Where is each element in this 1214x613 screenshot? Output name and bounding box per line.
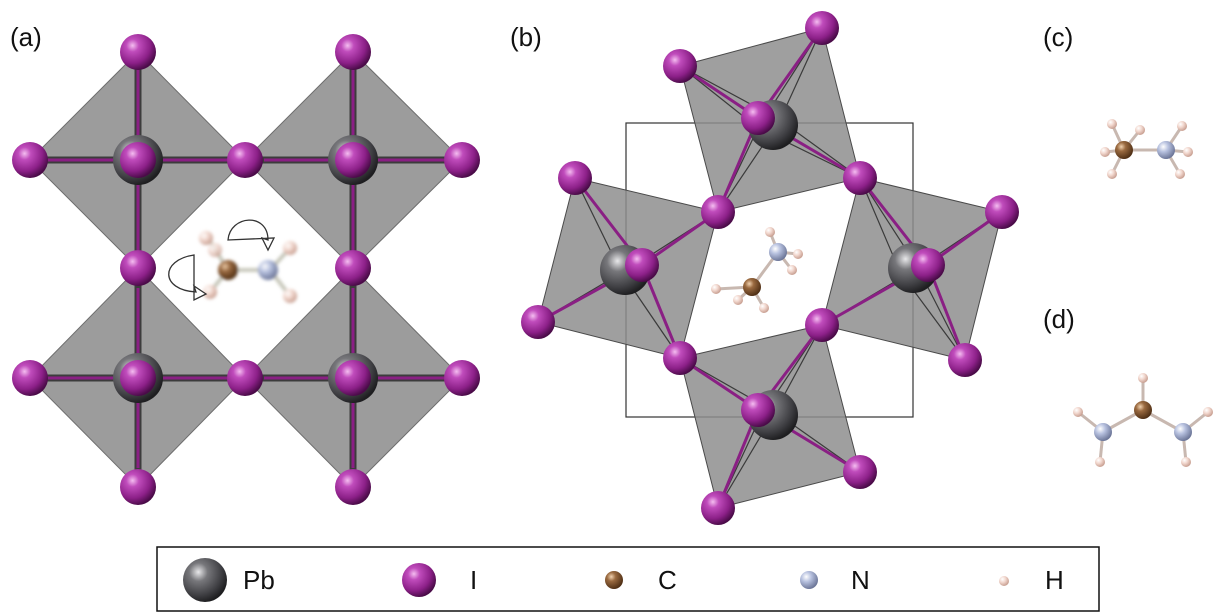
panel-label-a: (a) [10, 22, 42, 52]
nitrogen-atom-icon [800, 571, 818, 589]
iodine-atom [843, 161, 877, 195]
iodine-atom [558, 161, 592, 195]
iodine-atom [335, 360, 371, 396]
iodine-atom [663, 341, 697, 375]
legend-label-c: C [658, 565, 677, 595]
iodine-atom [663, 49, 697, 83]
iodine-atom [12, 142, 48, 178]
iodine-atom [911, 248, 945, 282]
rotating-methylammonium-molecule [199, 231, 297, 303]
iodine-atom [741, 393, 775, 427]
methylammonium-molecule [711, 227, 803, 313]
iodine-atom [444, 360, 480, 396]
iodine-atom [335, 34, 371, 70]
iodine-atom [335, 142, 371, 178]
iodine-atom [444, 142, 480, 178]
iodine-atom [335, 469, 371, 505]
iodine-atom [12, 360, 48, 396]
legend-label-n: N [851, 565, 870, 595]
iodine-atom [120, 250, 156, 286]
iodine-atom [120, 142, 156, 178]
panel-c-methylammonium [1100, 119, 1193, 179]
carbon-atom-icon [605, 571, 623, 589]
iodine-atom [227, 142, 263, 178]
panel-label-b: (b) [510, 22, 542, 52]
legend: Pb I C N H [156, 546, 1100, 612]
legend-label-pb: Pb [243, 565, 275, 595]
rotation-arrow-icon [227, 219, 276, 252]
panel-a-structure [12, 34, 480, 505]
iodine-atom [521, 305, 555, 339]
panel-label-d: (d) [1043, 304, 1075, 334]
iodine-atom-icon [402, 563, 436, 597]
legend-box [156, 546, 1100, 612]
iodine-atom [843, 455, 877, 489]
lead-atom-icon [183, 558, 227, 602]
iodine-atom [701, 491, 735, 525]
iodine-atom [120, 469, 156, 505]
panel-label-c: (c) [1043, 22, 1073, 52]
hydrogen-atom-icon [999, 576, 1009, 586]
iodine-atom [948, 343, 982, 377]
iodine-atom [741, 101, 775, 135]
iodine-atom [335, 250, 371, 286]
panel-d-formamidinium [1073, 373, 1213, 467]
iodine-atom [805, 308, 839, 342]
iodine-atom [985, 195, 1019, 229]
iodine-atom [120, 360, 156, 396]
panel-b-structure [521, 11, 1019, 525]
iodine-atom [227, 360, 263, 396]
iodine-atom [120, 34, 156, 70]
rotation-arrow-icon [168, 254, 208, 302]
iodine-atom [805, 11, 839, 45]
iodine-atom [625, 248, 659, 282]
iodine-atom [701, 195, 735, 229]
legend-label-h: H [1045, 565, 1064, 595]
legend-label-i: I [470, 565, 477, 595]
